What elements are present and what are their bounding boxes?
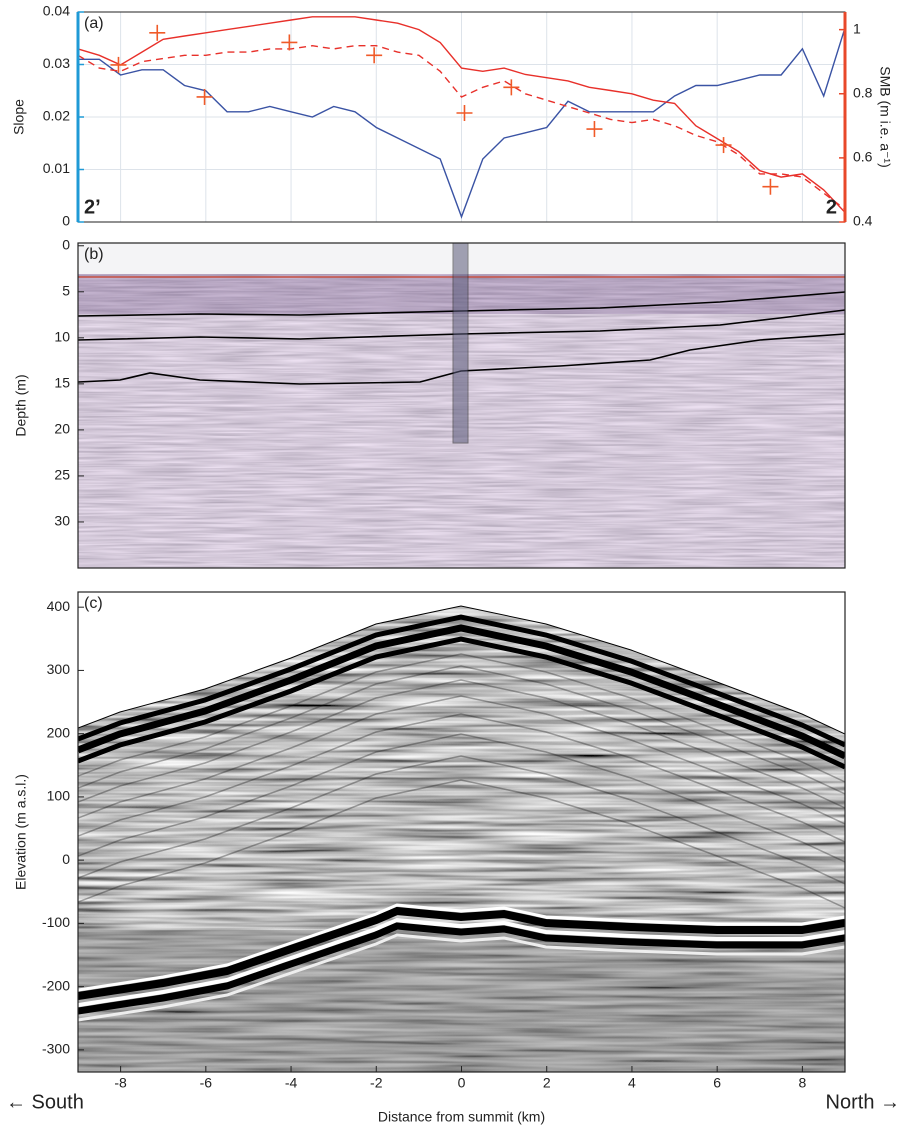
y-axis-title: Slope bbox=[11, 99, 27, 135]
y-tick-label: 25 bbox=[54, 467, 70, 483]
plot-frame bbox=[77, 242, 846, 569]
y2-tick-label: 0.4 bbox=[853, 213, 873, 229]
radargram-b bbox=[78, 243, 845, 568]
x-tick-label: 8 bbox=[798, 1075, 806, 1091]
panel-label: (b) bbox=[84, 246, 104, 263]
y2-axis-title: SMB (m i.e. a⁻¹) bbox=[877, 66, 893, 168]
x-tick-label: 2 bbox=[543, 1075, 551, 1091]
cross-marker bbox=[762, 178, 779, 195]
y-axis-title: Depth (m) bbox=[13, 374, 29, 436]
x-tick-label: -4 bbox=[285, 1075, 298, 1091]
panel-annotation: 2 bbox=[826, 196, 837, 218]
x-axis-title: Distance from summit (km) bbox=[378, 1109, 545, 1125]
y-tick-label: 5 bbox=[62, 282, 70, 298]
y-axis-title: Elevation (m a.s.l.) bbox=[13, 774, 29, 890]
x-tick-label: -2 bbox=[370, 1075, 383, 1091]
x-tick-label: 4 bbox=[628, 1075, 636, 1091]
y-tick-label: 0 bbox=[62, 236, 70, 252]
y-tick-label: -200 bbox=[42, 977, 70, 993]
cross-marker bbox=[586, 121, 603, 138]
y-tick-label: 0.04 bbox=[43, 3, 70, 19]
cross-marker bbox=[456, 104, 473, 121]
x-tick-label: 6 bbox=[713, 1075, 721, 1091]
data-line bbox=[77, 44, 846, 210]
x-tick-label: 0 bbox=[458, 1075, 466, 1091]
panel-label: (a) bbox=[84, 15, 104, 32]
y-tick-label: 0.03 bbox=[43, 55, 70, 71]
direction-label: North → bbox=[826, 1091, 900, 1113]
cross-marker bbox=[281, 34, 298, 51]
y-tick-label: 200 bbox=[47, 724, 71, 740]
cross-marker bbox=[503, 79, 520, 96]
y-tick-label: 300 bbox=[47, 661, 71, 677]
panel-annotation: 2’ bbox=[84, 196, 101, 218]
y-tick-label: 0.01 bbox=[43, 160, 70, 176]
direction-label: ← South bbox=[6, 1091, 84, 1113]
cross-marker bbox=[715, 137, 732, 154]
y-tick-label: 400 bbox=[47, 598, 71, 614]
y2-tick-label: 0.6 bbox=[853, 149, 873, 165]
y-tick-label: 100 bbox=[47, 788, 71, 804]
y-tick-label: -300 bbox=[42, 1041, 70, 1057]
y-tick-label: 0 bbox=[62, 213, 70, 229]
y-tick-label: 10 bbox=[54, 329, 70, 345]
y-tick-label: 15 bbox=[54, 375, 70, 391]
y2-tick-label: 0.8 bbox=[853, 84, 873, 100]
y-tick-label: 20 bbox=[54, 421, 70, 437]
y-tick-label: 30 bbox=[54, 513, 70, 529]
cross-marker bbox=[149, 24, 166, 41]
cross-marker bbox=[196, 88, 213, 105]
data-line bbox=[78, 27, 846, 219]
x-tick-label: -6 bbox=[200, 1075, 213, 1091]
cross-marker bbox=[366, 47, 383, 64]
y-tick-label: 0.02 bbox=[43, 108, 70, 124]
cross-marker bbox=[110, 56, 127, 73]
y-tick-label: 0 bbox=[62, 851, 70, 867]
data-line bbox=[77, 16, 846, 213]
radargram-c bbox=[78, 592, 845, 1072]
panel-label: (c) bbox=[84, 595, 103, 612]
y-tick-label: -100 bbox=[42, 914, 70, 930]
y2-tick-label: 1 bbox=[853, 20, 861, 36]
x-tick-label: -8 bbox=[114, 1075, 127, 1091]
